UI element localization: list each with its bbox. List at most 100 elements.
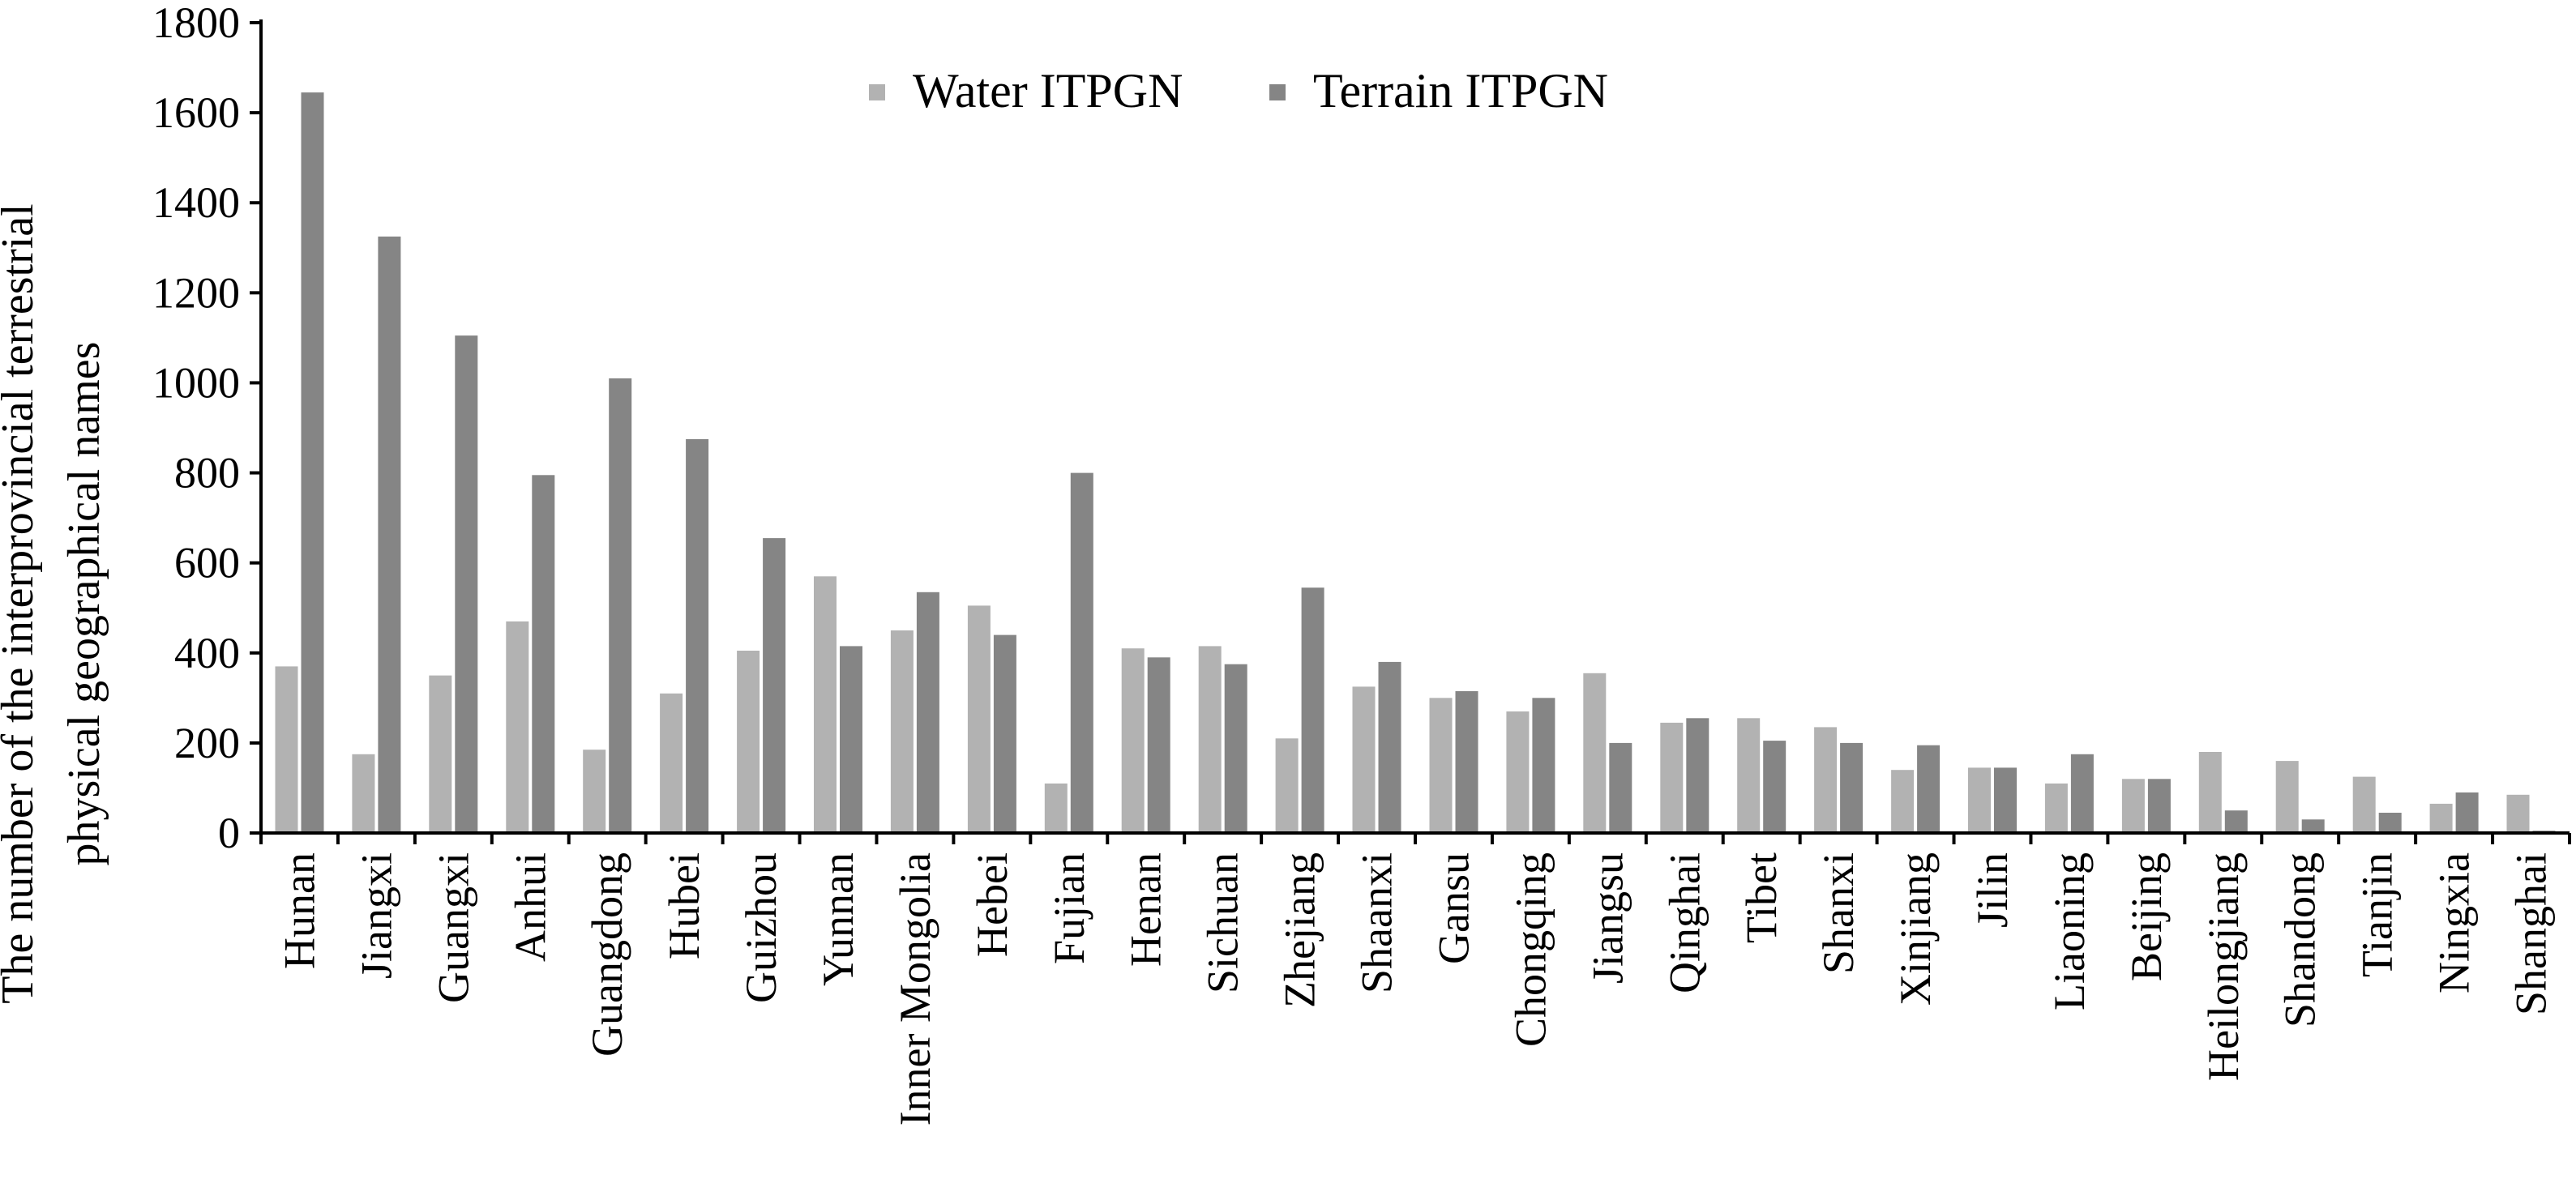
x-tick-label-hebei: Hebei — [968, 852, 1016, 957]
bar-terrain-itpgn-hebei — [993, 634, 1016, 833]
bar-water-itpgn-jiangsu — [1583, 673, 1607, 833]
bar-water-itpgn-zhejiang — [1275, 738, 1299, 833]
bar-water-itpgn-gansu — [1429, 698, 1453, 833]
bar-water-itpgn-qinghai — [1660, 722, 1684, 833]
bar-water-itpgn-guangxi — [429, 675, 452, 833]
legend-label-water-itpgn: Water ITPGN — [913, 64, 1183, 117]
x-tick-label-zhejiang: Zhejiang — [1276, 852, 1324, 1008]
bar-terrain-itpgn-shaanxi — [1378, 661, 1401, 833]
bar-terrain-itpgn-inner-mongolia — [916, 592, 939, 833]
x-tick-label-qinghai: Qinghai — [1660, 852, 1709, 993]
bar-terrain-itpgn-fujian — [1070, 472, 1093, 833]
bar-water-itpgn-hubei — [660, 693, 683, 833]
y-tick-label: 1600 — [152, 88, 240, 137]
bar-terrain-itpgn-henan — [1147, 657, 1170, 833]
bar-terrain-itpgn-ningxia — [2455, 792, 2479, 833]
bar-water-itpgn-jilin — [1968, 767, 1991, 833]
x-tick-label-heilongjiang: Heilongjiang — [2199, 852, 2248, 1081]
x-tick-label-beijing: Beijing — [2122, 852, 2171, 981]
bar-terrain-itpgn-anhui — [532, 475, 555, 833]
bar-terrain-itpgn-guizhou — [763, 538, 786, 833]
x-tick-label-inner-mongolia: Inner Mongolia — [891, 852, 939, 1126]
x-tick-label-tianjin: Tianjin — [2353, 852, 2402, 977]
legend-label-terrain-itpgn: Terrain ITPGN — [1313, 64, 1608, 117]
bar-terrain-itpgn-beijing — [2147, 779, 2171, 833]
bar-water-itpgn-guangdong — [583, 750, 606, 833]
legend-swatch-terrain-itpgn — [1269, 84, 1286, 100]
y-tick-label: 1400 — [152, 178, 240, 227]
x-tick-label-jiangxi: Jiangxi — [352, 852, 400, 979]
bar-terrain-itpgn-jiangxi — [378, 236, 401, 833]
x-tick-label-guangxi: Guangxi — [429, 852, 477, 1003]
bar-terrain-itpgn-hunan — [301, 92, 324, 834]
x-tick-label-henan: Henan — [1122, 852, 1170, 967]
bar-terrain-itpgn-shanxi — [1840, 742, 1864, 833]
x-tick-label-anhui: Anhui — [506, 852, 554, 962]
bar-water-itpgn-tianjin — [2352, 776, 2376, 833]
y-ticks-group: 0 200 400 600 800 1000 1200 1400 1600 1800 — [152, 0, 261, 857]
bar-terrain-itpgn-gansu — [1455, 691, 1478, 833]
x-tick-label-hunan: Hunan — [276, 852, 324, 969]
x-tick-label-ningxia: Ningxia — [2430, 852, 2479, 993]
bar-water-itpgn-xinjiang — [1891, 770, 1915, 833]
bar-water-itpgn-inner-mongolia — [890, 630, 914, 833]
x-tick-label-guizhou: Guizhou — [737, 852, 785, 1003]
bar-water-itpgn-hunan — [275, 666, 298, 833]
x-tick-label-jilin: Jilin — [1968, 852, 2017, 928]
bar-terrain-itpgn-tianjin — [2378, 813, 2402, 833]
bar-terrain-itpgn-liaoning — [2070, 754, 2094, 833]
bar-terrain-itpgn-xinjiang — [1917, 745, 1941, 833]
bar-water-itpgn-sichuan — [1198, 646, 1222, 833]
bar-terrain-itpgn-chongqing — [1532, 698, 1555, 833]
legend: Water ITPGN Terrain ITPGN — [869, 64, 1608, 117]
bar-terrain-itpgn-guangdong — [609, 378, 632, 833]
bar-terrain-itpgn-jilin — [1994, 767, 2017, 833]
x-tick-label-gansu: Gansu — [1430, 852, 1478, 964]
x-tick-label-shandong: Shandong — [2276, 852, 2325, 1027]
y-tick-label: 1800 — [152, 0, 240, 47]
bar-water-itpgn-shanxi — [1814, 727, 1838, 833]
bar-water-itpgn-fujian — [1044, 783, 1068, 833]
bar-terrain-itpgn-qinghai — [1686, 718, 1709, 833]
bar-water-itpgn-jiangxi — [352, 754, 375, 833]
bar-terrain-itpgn-tibet — [1763, 741, 1787, 833]
bar-water-itpgn-hebei — [967, 605, 991, 833]
bar-water-itpgn-liaoning — [2044, 783, 2068, 833]
y-tick-label: 800 — [174, 449, 240, 498]
bar-water-itpgn-anhui — [506, 621, 529, 833]
x-tick-label-liaoning: Liaoning — [2045, 852, 2094, 1010]
y-tick-label: 400 — [174, 629, 240, 677]
y-tick-label: 1000 — [152, 358, 240, 407]
bar-terrain-itpgn-shandong — [2301, 819, 2325, 833]
bar-water-itpgn-ningxia — [2429, 803, 2453, 833]
y-tick-label: 600 — [174, 539, 240, 587]
y-tick-label: 0 — [218, 809, 240, 857]
x-tick-label-shaanxi: Shaanxi — [1353, 852, 1401, 993]
bar-water-itpgn-beijing — [2121, 779, 2145, 833]
y-axis-label: The number of the interprovincial terres… — [0, 203, 109, 1003]
bar-terrain-itpgn-yunnan — [840, 646, 862, 833]
x-tick-label-xinjiang: Xinjiang — [1891, 852, 1940, 1006]
bar-water-itpgn-shanghai — [2506, 794, 2530, 833]
x-tick-label-guangdong: Guangdong — [583, 852, 631, 1057]
bar-terrain-itpgn-hubei — [686, 438, 709, 833]
x-tick-label-shanxi: Shanxi — [1814, 852, 1863, 974]
x-tick-label-tibet: Tibet — [1737, 852, 1786, 943]
x-ticks-group: Hunan Jiangxi Guangxi Anhui Guangdong Hubei Gu… — [259, 833, 2571, 1126]
bar-water-itpgn-guizhou — [737, 651, 760, 833]
bar-water-itpgn-shandong — [2275, 761, 2299, 833]
bar-water-itpgn-yunnan — [814, 576, 837, 833]
bar-terrain-itpgn-zhejiang — [1301, 587, 1324, 833]
x-tick-label-fujian: Fujian — [1045, 852, 1093, 964]
bar-water-itpgn-shaanxi — [1352, 686, 1376, 833]
x-tick-label-chongqing: Chongqing — [1506, 852, 1555, 1047]
x-tick-label-shanghai: Shanghai — [2507, 852, 2556, 1015]
x-tick-label-jiangsu: Jiangsu — [1583, 852, 1632, 984]
bar-terrain-itpgn-guangxi — [455, 335, 478, 834]
x-tick-label-hubei: Hubei — [660, 852, 708, 959]
bars-group — [275, 92, 2556, 834]
bar-terrain-itpgn-jiangsu — [1609, 742, 1632, 833]
y-axis-label-line-2: physical geographical names — [59, 342, 109, 866]
y-tick-label: 200 — [174, 719, 240, 767]
legend-swatch-water-itpgn — [869, 84, 885, 100]
